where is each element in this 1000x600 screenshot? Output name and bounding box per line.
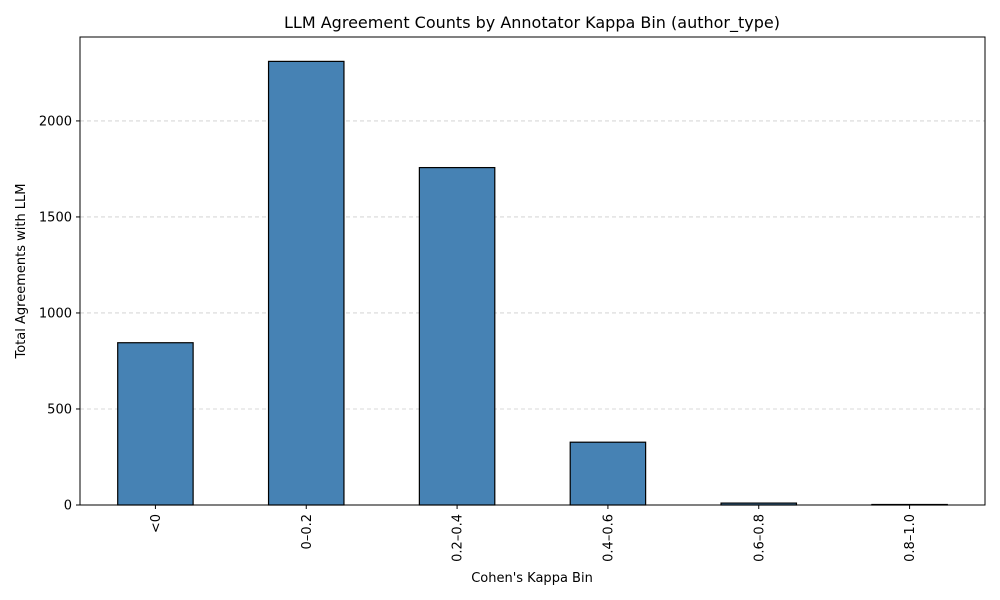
x-tick-label: 0.2–0.4 — [451, 514, 466, 562]
y-tick-label: 1000 — [39, 306, 72, 321]
bar — [117, 342, 194, 506]
y-axis-title: Total Agreements with LLM — [14, 183, 29, 359]
bar — [267, 60, 345, 506]
ticks-layer: 0 500 1000 1500 2000 <0 0–0.2 0.2–0.4 0.4–0.6 0.6… — [39, 114, 918, 561]
axes-frame — [79, 36, 986, 506]
bar — [418, 166, 496, 506]
x-tick-label: 0.8–1.0 — [903, 514, 918, 562]
x-tick-label: <0 — [149, 514, 164, 533]
grid-layer — [80, 120, 985, 506]
y-tick-label: 0 — [64, 499, 72, 514]
x-axis-title: Cohen's Kappa Bin — [471, 571, 593, 586]
y-tick-label: 2000 — [39, 114, 72, 129]
bar — [569, 441, 647, 506]
axes-layer — [79, 36, 986, 506]
y-tick-label: 1500 — [39, 210, 72, 225]
x-tick-label: 0.4–0.6 — [601, 514, 616, 562]
x-tick-label: 0.6–0.8 — [752, 514, 767, 562]
y-tick-label: 500 — [47, 402, 72, 417]
x-tick-label: 0–0.2 — [300, 514, 315, 549]
bars-layer — [117, 60, 948, 506]
chart-title: LLM Agreement Counts by Annotator Kappa … — [284, 13, 780, 33]
